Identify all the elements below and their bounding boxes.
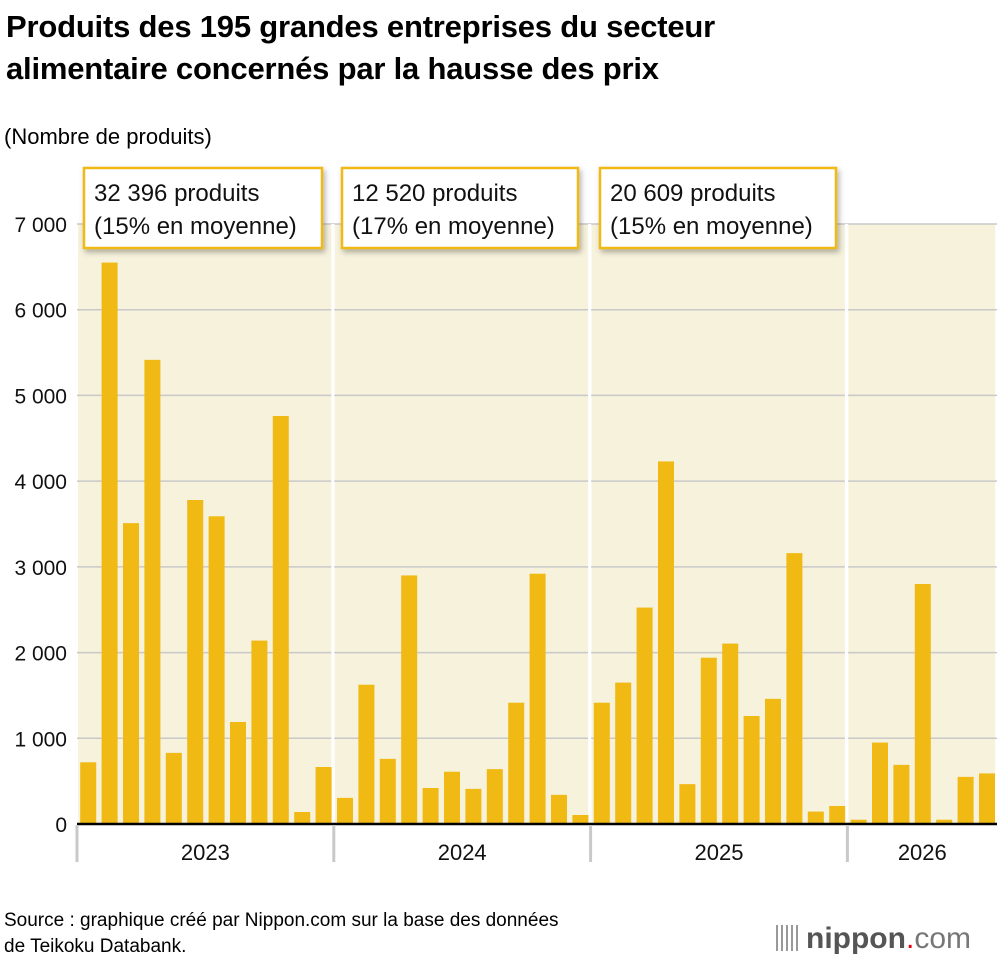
source-line-2: de Teikoku Databank. <box>4 936 187 957</box>
x-year-label: 2023 <box>181 840 230 865</box>
bar-2024-9 <box>508 702 525 824</box>
annotation-text: (15% en moyenne) <box>94 213 297 240</box>
y-tick-label: 0 <box>55 814 67 837</box>
annotation-text: (17% en moyenne) <box>352 213 555 240</box>
x-year-label: 2025 <box>695 840 744 865</box>
x-year-label: 2024 <box>438 840 487 865</box>
bar-2025-6 <box>700 657 717 824</box>
bar-2024-6 <box>444 771 460 824</box>
chart-title-line-2: alimentaire concernés par la hausse des … <box>6 51 659 86</box>
bar-2025-10 <box>786 553 803 824</box>
bar-2025-8 <box>743 716 760 824</box>
x-year-label: 2026 <box>898 840 947 865</box>
bar-2025-5 <box>679 784 696 824</box>
y-tick-label: 2 000 <box>14 643 67 666</box>
annotation-frame <box>340 166 580 250</box>
bar-2026-1 <box>850 819 867 824</box>
bar-2025-12 <box>829 806 846 824</box>
bar-2024-4 <box>401 575 418 824</box>
bar-2026-5 <box>936 819 953 824</box>
logo-bars-icon <box>776 925 800 951</box>
logo-dot: . <box>905 922 915 955</box>
chart-title-line-1: Produits des 195 grandes entreprises du … <box>6 9 716 44</box>
bar-2023-8 <box>230 722 246 824</box>
bar-2024-5 <box>422 788 439 824</box>
bar-2023-3 <box>123 523 139 824</box>
bar-2023-7 <box>208 516 225 824</box>
y-tick-label: 6 000 <box>14 300 67 323</box>
annotation-box-2023: 32 396 produits (15% en moyenne) <box>82 166 324 250</box>
chart-title: Produits des 195 grandes entreprises du … <box>6 6 715 90</box>
y-tick-label: 5 000 <box>14 385 67 408</box>
bar-2026-4 <box>914 584 931 824</box>
logo-suffix: com <box>914 922 971 955</box>
bar-2025-7 <box>722 643 739 824</box>
plot-background-2023 <box>78 224 332 824</box>
y-tick-label: 4 000 <box>14 471 67 494</box>
bar-2025-2 <box>615 682 632 824</box>
source-note: Source : graphique créé par Nippon.com s… <box>4 908 559 960</box>
annotation-frame <box>82 166 324 250</box>
bar-2026-6 <box>957 776 974 824</box>
bar-2024-11 <box>551 794 567 824</box>
y-tick-label: 1 000 <box>14 728 67 751</box>
bar-2023-2 <box>101 262 118 825</box>
bar-2024-1 <box>337 797 353 824</box>
bar-2024-2 <box>358 684 375 824</box>
bar-2024-7 <box>465 788 482 824</box>
bar-2026-2 <box>872 742 888 824</box>
bar-2026-7 <box>979 773 995 824</box>
y-axis-label: (Nombre de produits) <box>4 124 212 149</box>
bar-2024-10 <box>529 573 546 824</box>
bar-2023-5 <box>165 752 182 824</box>
logo-main: nippon <box>806 922 906 955</box>
bar-2023-6 <box>187 500 204 824</box>
bar-2025-3 <box>636 607 653 824</box>
source-line-1: Source : graphique créé par Nippon.com s… <box>4 910 559 931</box>
annotation-text: 20 609 produits <box>610 180 775 207</box>
bar-2023-4 <box>144 359 161 824</box>
y-tick-label: 7 000 <box>14 214 67 237</box>
plot-background-2024 <box>334 224 589 824</box>
bar-2025-11 <box>807 811 824 824</box>
bar-2023-11 <box>294 812 311 824</box>
bar-2026-3 <box>893 764 910 824</box>
annotation-text: 12 520 produits <box>352 180 517 207</box>
bar-2024-12 <box>572 815 589 824</box>
nippon-logo: nippon.com <box>776 922 971 956</box>
bar-2024-8 <box>486 769 503 824</box>
y-tick-label: 3 000 <box>14 557 67 580</box>
plot-background-2025 <box>591 224 846 824</box>
bar-2023-1 <box>80 762 97 824</box>
bar-2025-9 <box>765 698 781 824</box>
annotation-box-2024: 12 520 produits (17% en moyenne) <box>340 166 580 250</box>
annotation-frame <box>598 166 838 250</box>
bar-2025-4 <box>658 461 674 824</box>
annotation-text: (15% en moyenne) <box>610 213 813 240</box>
bar-2025-1 <box>593 702 610 824</box>
bar-2023-12 <box>315 767 332 824</box>
annotation-box-2025: 20 609 produits (15% en moyenne) <box>598 166 838 250</box>
bar-2023-10 <box>272 416 289 824</box>
bar-2024-3 <box>379 758 396 824</box>
annotation-text: 32 396 produits <box>94 180 259 207</box>
bar-2023-9 <box>251 640 268 824</box>
